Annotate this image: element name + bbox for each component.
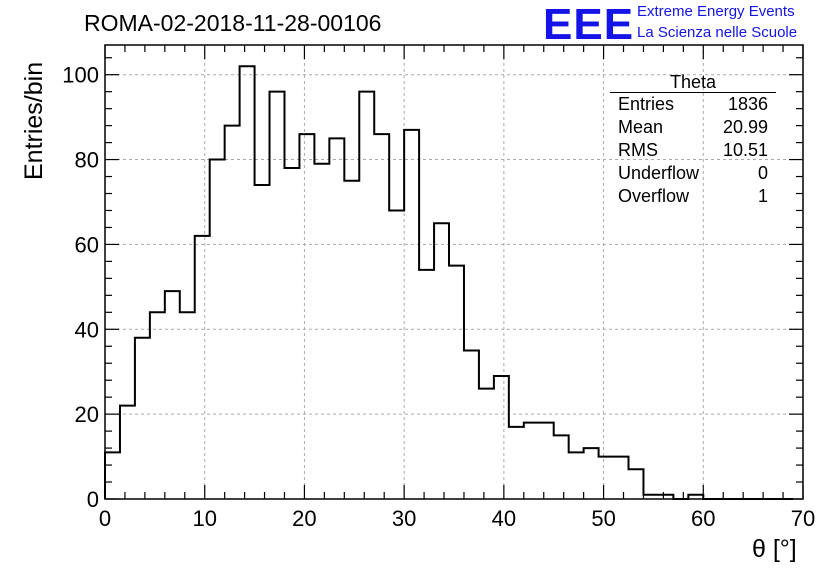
histogram-bin	[314, 164, 329, 499]
histogram-bin	[105, 452, 120, 499]
histogram-bin	[539, 423, 554, 499]
x-axis-label: θ [°]	[752, 535, 797, 563]
y-tick-label: 0	[87, 487, 99, 512]
stats-label: Mean	[618, 117, 664, 137]
stats-label: Overflow	[618, 186, 690, 206]
histogram-bin	[359, 92, 374, 499]
stats-value: 20.99	[722, 117, 768, 137]
y-tick-label: 80	[75, 148, 99, 173]
y-axis-label: Entries/bin	[20, 61, 48, 180]
histogram-bin	[225, 126, 240, 499]
x-tick-label: 50	[591, 506, 615, 531]
logo-caption-line1: Extreme Energy Events	[637, 3, 795, 20]
histogram-bin	[479, 389, 494, 499]
histogram-bin	[494, 376, 509, 499]
histogram-bin	[599, 457, 614, 499]
stats-row-entries: Entries 1836	[610, 93, 776, 116]
stats-label: RMS	[618, 140, 658, 160]
stats-value: 1836	[727, 94, 768, 114]
x-tick-label: 10	[192, 506, 216, 531]
histogram-bin	[404, 130, 419, 499]
eee-logo: EEE	[543, 0, 635, 49]
histogram-bin	[150, 312, 165, 499]
histogram-bin	[434, 223, 449, 499]
stats-row-overflow: Overflow 1	[610, 185, 776, 208]
histogram-bin	[524, 423, 539, 499]
histogram-bin	[195, 236, 210, 499]
histogram-bin	[120, 406, 135, 499]
stats-row-mean: Mean 20.99	[610, 116, 776, 139]
stats-label: Entries	[618, 94, 675, 114]
x-tick-label: 0	[99, 506, 111, 531]
stats-row-rms: RMS 10.51	[610, 139, 776, 162]
stats-title: Theta	[610, 72, 776, 93]
histogram-bin	[419, 270, 434, 499]
y-tick-label: 60	[75, 232, 99, 257]
histogram-bin	[210, 160, 225, 499]
histogram-bin	[584, 448, 599, 499]
histogram-bin	[240, 66, 255, 499]
histogram-bin	[135, 338, 150, 499]
histogram-bin	[344, 181, 359, 499]
x-tick-label: 40	[492, 506, 516, 531]
logo-caption-line2: La Scienza nelle Scuole	[637, 24, 798, 41]
histogram-bin	[255, 185, 270, 499]
stats-label: Underflow	[618, 163, 700, 183]
plot-frame	[104, 44, 804, 500]
histogram-bin	[569, 452, 584, 499]
stats-value: 10.51	[722, 140, 768, 160]
histogram-bin	[464, 350, 479, 499]
histogram-bin	[629, 469, 644, 499]
stats-value: 1	[757, 186, 768, 206]
chart-title: ROMA-02-2018-11-28-00106	[84, 10, 382, 36]
x-tick-label: 20	[292, 506, 316, 531]
histogram-bin	[284, 168, 299, 499]
stats-value: 0	[757, 163, 768, 183]
histogram-bin	[270, 92, 285, 499]
histogram-bin	[554, 435, 569, 499]
histogram-bin	[374, 134, 389, 499]
x-tick-label: 60	[691, 506, 715, 531]
histogram-bin	[509, 427, 524, 499]
y-tick-label: 40	[75, 317, 99, 342]
x-tick-label: 70	[791, 506, 815, 531]
histogram-bin	[180, 312, 195, 499]
histogram-bin	[165, 291, 180, 499]
y-tick-label: 100	[62, 63, 99, 88]
histogram-series	[104, 65, 794, 500]
histogram-bin	[449, 266, 464, 499]
stats-row-underflow: Underflow 0	[610, 162, 776, 185]
histogram-bin	[389, 210, 404, 499]
histogram-bin	[614, 457, 629, 499]
x-tick-label: 30	[392, 506, 416, 531]
histogram-bin	[299, 134, 314, 499]
y-tick-label: 20	[75, 402, 99, 427]
histogram-bin	[329, 138, 344, 499]
stats-box: Theta Entries 1836 Mean 20.99 RMS 10.51 …	[610, 72, 776, 208]
